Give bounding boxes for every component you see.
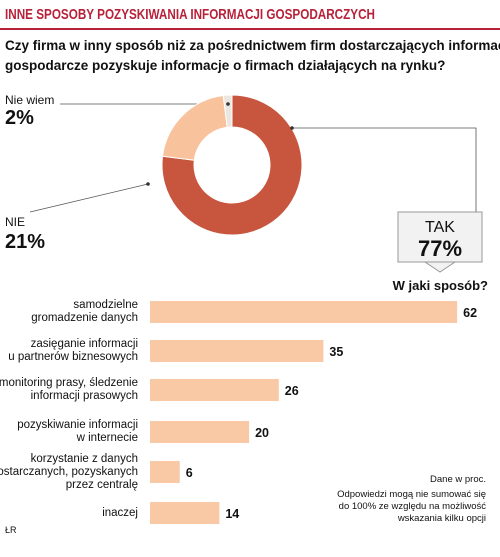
- donut-slice: [222, 94, 233, 128]
- slice-value: 2%: [5, 107, 34, 129]
- donut-slice: [161, 94, 228, 161]
- bar: [150, 301, 458, 323]
- value-label: 26: [285, 384, 299, 398]
- note: do 100% ze względu na możliwość: [339, 501, 487, 512]
- callout-pointer: [423, 261, 457, 273]
- bar-chart-title: W jaki sposób?: [393, 278, 488, 293]
- leader-dot: [146, 182, 150, 186]
- bar: [150, 379, 279, 401]
- value-label: 35: [329, 345, 343, 359]
- page-title: INNE SPOSOBY POZYSKIWANIA INFORMACJI GOS…: [5, 6, 375, 23]
- category-label: pozyskiwanie informacji w internecie: [17, 419, 138, 444]
- value-label: 62: [463, 306, 477, 320]
- slice-value: 21%: [5, 231, 45, 253]
- category-label: inaczej: [102, 506, 138, 519]
- note: Odpowiedzi mogą nie sumować się: [337, 489, 486, 500]
- value-label: 20: [255, 426, 269, 440]
- note: Dane w proc.: [430, 474, 486, 485]
- source: ŁR: [5, 525, 17, 535]
- category-label: monitoring prasy, śledzenie informacji p…: [0, 377, 138, 402]
- note: wskazania kilku opcji: [397, 513, 486, 524]
- category-label: zasięganie informacji u partnerów biznes…: [8, 338, 138, 363]
- slice-value: 77%: [418, 236, 462, 261]
- leader-dot: [226, 102, 230, 106]
- question-line: Czy firma w inny sposób niż za pośrednic…: [5, 38, 500, 53]
- bar: [150, 461, 180, 483]
- callout-box: [397, 211, 483, 263]
- slice-label: NIE: [5, 215, 25, 229]
- leader: [29, 183, 149, 213]
- bar: [150, 421, 250, 443]
- bar: [150, 340, 324, 362]
- bar: [150, 502, 220, 524]
- question-line: gospodarcze pozyskuje informacje o firma…: [5, 58, 445, 73]
- leader-dot: [290, 126, 294, 130]
- donut-slice: [161, 94, 303, 236]
- slice-label: TAK: [425, 219, 455, 236]
- value-label: 14: [225, 507, 239, 521]
- slice-label: Nie wiem: [5, 93, 54, 107]
- category-label: samodzielne gromadzenie danych: [31, 299, 138, 324]
- leader: [292, 127, 477, 212]
- category-label: korzystanie z danych dostarczanych, pozy…: [0, 452, 138, 491]
- value-label: 6: [186, 466, 193, 480]
